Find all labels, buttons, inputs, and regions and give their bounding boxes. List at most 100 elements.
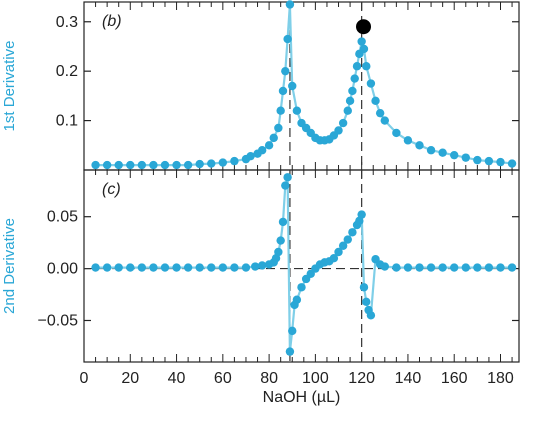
data-point	[264, 141, 274, 150]
data-point	[91, 263, 100, 272]
data-point	[507, 263, 517, 272]
y-tick-label-c: 0.00	[47, 261, 78, 278]
data-point	[102, 263, 112, 272]
data-point	[160, 160, 170, 170]
data-point	[426, 263, 436, 272]
data-point	[246, 151, 255, 161]
data-point	[357, 37, 366, 46]
x-tick-label: 100	[302, 370, 329, 387]
data-point	[352, 62, 362, 71]
data-point	[195, 263, 204, 272]
data-point	[338, 241, 348, 250]
data-point	[450, 263, 459, 272]
data-point	[507, 159, 517, 168]
data-point	[343, 235, 352, 244]
x-tick-label: 180	[487, 370, 514, 387]
y-tick-label-b: 0.2	[56, 63, 78, 80]
data-point	[137, 160, 147, 170]
data-point	[366, 79, 376, 88]
data-point	[350, 74, 359, 83]
data-point	[283, 34, 292, 44]
data-point	[348, 228, 357, 237]
data-point	[218, 158, 228, 167]
data-point	[276, 106, 285, 115]
data-point	[274, 247, 283, 257]
data-point	[392, 263, 401, 272]
data-point	[438, 148, 447, 157]
x-tick-label: 80	[260, 370, 278, 387]
data-point	[461, 263, 470, 272]
x-tick-label: 60	[214, 370, 232, 387]
x-tick-label: 20	[121, 370, 139, 387]
data-point	[183, 263, 193, 272]
data-point	[362, 62, 371, 71]
data-point	[292, 106, 302, 115]
panel-label-b: (b)	[102, 13, 122, 30]
data-point	[292, 295, 302, 304]
y-tick-label-b: 0.1	[56, 113, 78, 130]
data-point	[366, 311, 376, 320]
data-point	[345, 96, 355, 106]
data-point	[283, 173, 292, 182]
x-tick-label: 0	[80, 370, 89, 387]
data-point	[357, 210, 366, 219]
plot-frame-b	[83, 1, 520, 171]
series-line-c	[95, 176, 513, 353]
data-point	[172, 160, 181, 170]
data-point	[334, 247, 343, 257]
data-point	[230, 156, 239, 166]
data-point	[484, 263, 494, 272]
y-axis-title-b: 1st Derivative	[1, 41, 18, 132]
data-point	[343, 106, 352, 115]
data-point	[172, 263, 181, 272]
data-point	[195, 159, 204, 169]
data-point	[473, 155, 482, 165]
data-point	[102, 160, 112, 170]
data-point	[288, 326, 297, 336]
data-point	[114, 263, 123, 272]
data-point	[149, 160, 158, 170]
data-point	[496, 157, 505, 167]
highlight-point	[356, 19, 372, 35]
data-point	[484, 156, 494, 166]
data-point	[359, 283, 369, 292]
panel-label-c: (c)	[102, 181, 121, 198]
data-point	[403, 263, 413, 272]
plot-frame-c	[83, 169, 520, 363]
data-point	[207, 159, 216, 168]
series-line-b	[95, 3, 513, 167]
y-tick-label-c: −0.05	[38, 312, 79, 329]
data-point	[278, 86, 288, 96]
first-derivative-panel: 0.1 0.2 0.3 (b) 1st Derivative	[1, 0, 520, 171]
data-point	[241, 263, 251, 272]
data-point	[380, 262, 389, 271]
data-point	[375, 108, 385, 118]
data-point	[403, 136, 413, 145]
x-tick-label: 160	[441, 370, 468, 387]
data-point	[473, 263, 482, 272]
data-point	[257, 146, 267, 155]
data-point	[348, 86, 357, 96]
data-point	[251, 262, 260, 271]
data-point	[450, 150, 459, 160]
data-point	[371, 96, 380, 106]
data-point	[218, 263, 228, 272]
x-tick-label: 120	[348, 370, 375, 387]
y-tick-label-c: 0.05	[47, 209, 78, 226]
data-point	[461, 153, 470, 162]
data-point	[278, 217, 288, 227]
x-tick-label: 40	[168, 370, 186, 387]
y-tick-label-b: 0.3	[56, 14, 78, 31]
data-point	[285, 0, 295, 9]
data-point	[91, 160, 100, 170]
data-point	[415, 263, 424, 272]
data-point	[276, 236, 285, 245]
data-point	[362, 297, 371, 307]
data-point	[380, 116, 389, 125]
data-point	[257, 261, 267, 270]
x-axis-title: NaOH (µL)	[263, 389, 341, 406]
data-point	[297, 283, 306, 292]
data-point	[415, 141, 424, 150]
data-point	[269, 133, 278, 143]
